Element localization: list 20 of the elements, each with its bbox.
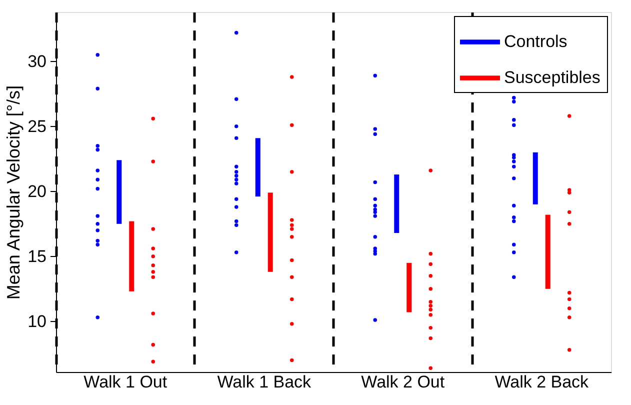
y-tick-label: 20 xyxy=(28,182,46,201)
bar xyxy=(394,174,400,233)
y-tick-label: 25 xyxy=(28,116,46,136)
x-tick-label: Walk 1 Back xyxy=(217,372,312,392)
x-tick-label: Walk 2 Out xyxy=(361,372,445,392)
bar xyxy=(545,214,550,289)
y-axis-title: Mean Angular Velocity [°/s] xyxy=(4,85,24,300)
y-tick-label: 30 xyxy=(28,52,46,71)
bar xyxy=(406,262,412,312)
y-tick-label: 15 xyxy=(28,246,46,266)
legend-label: Controls xyxy=(504,32,568,51)
bar xyxy=(268,192,273,272)
bar xyxy=(255,138,260,197)
bar xyxy=(532,152,538,204)
bar xyxy=(129,221,134,292)
bar xyxy=(116,160,122,224)
x-tick-label: Walk 2 Back xyxy=(494,372,590,392)
x-tick-label: Walk 1 Out xyxy=(84,372,168,392)
y-tick-label: 10 xyxy=(28,312,46,331)
legend-label: Susceptibles xyxy=(504,68,600,87)
